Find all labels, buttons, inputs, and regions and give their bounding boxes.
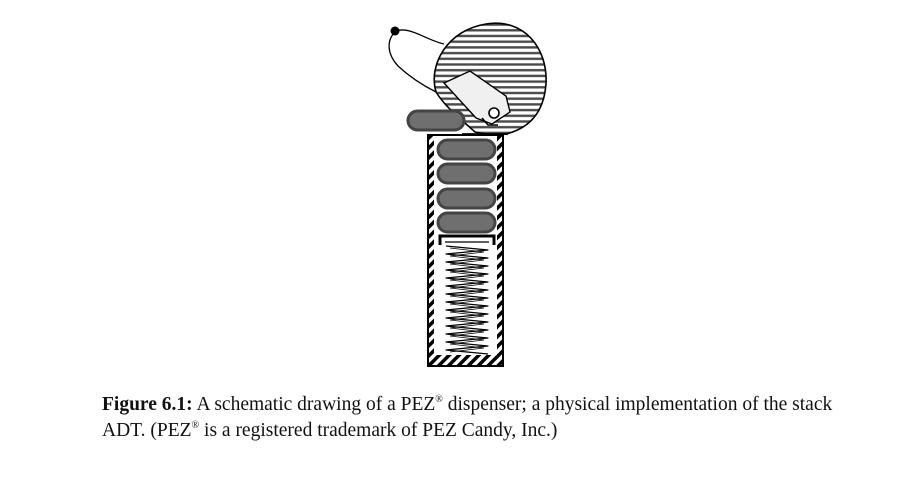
pez-dispenser-illustration [388, 22, 547, 367]
candy-2 [436, 162, 497, 185]
spring-platform [438, 234, 496, 245]
striped-head [433, 22, 547, 136]
figure-caption: Figure 6.1: A schematic drawing of a PEZ… [102, 392, 842, 444]
tube-hatch-left [429, 136, 434, 365]
registered-mark: ® [435, 394, 443, 405]
caption-post: is a registered trademark of PEZ Candy, … [204, 420, 558, 441]
registered-mark-2: ® [191, 420, 200, 431]
caption-pre: A schematic drawing of a PEZ [196, 394, 436, 415]
spring-inner [449, 247, 485, 353]
candy-popped [406, 109, 466, 132]
spring-icon [445, 245, 489, 355]
head-cord [388, 30, 437, 93]
caption-mid: dispenser; a physical implementation of … [102, 394, 833, 441]
head-cord-top [395, 29, 445, 45]
tube-base-hatch [430, 355, 502, 365]
hinge-bracket [481, 117, 498, 126]
hinge-icon [488, 107, 500, 119]
candy-stack [436, 138, 497, 234]
figure-label: Figure 6.1: [102, 394, 193, 415]
candy-3 [436, 187, 497, 210]
candy-4 [436, 211, 497, 234]
candy-1 [436, 138, 497, 161]
cord-knob [390, 26, 400, 36]
tube-hatch-right [497, 136, 502, 365]
